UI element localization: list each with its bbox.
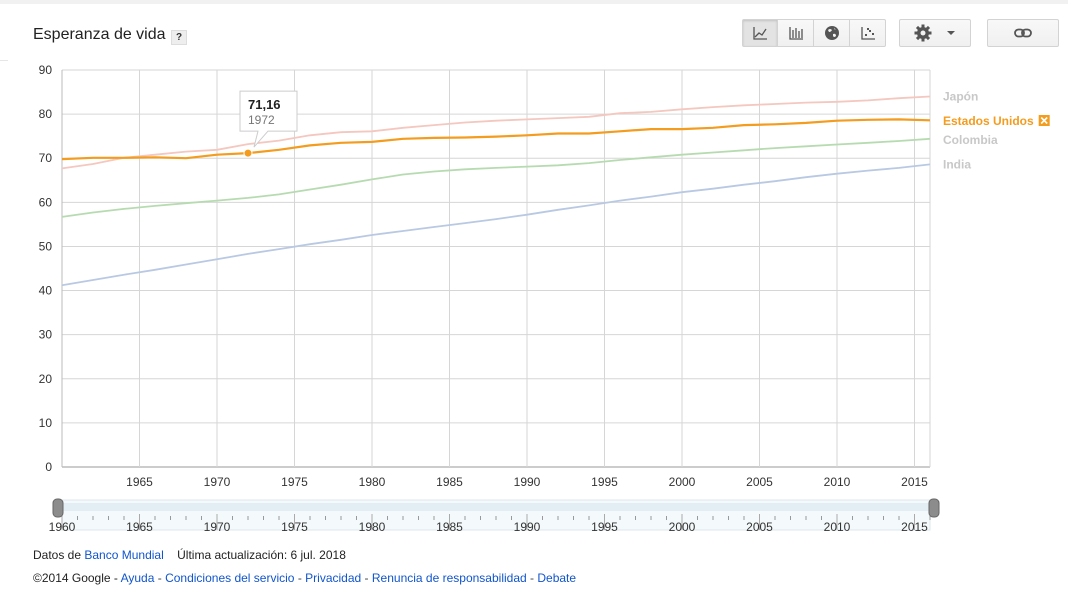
y-tick-label: 70 bbox=[39, 151, 53, 165]
data-source-link[interactable]: Banco Mundial bbox=[84, 548, 164, 562]
range-end-handle[interactable] bbox=[928, 498, 940, 518]
x-tick-label: 2010 bbox=[824, 475, 851, 489]
tooltip-value: 71,16 bbox=[248, 97, 281, 112]
x-tick-label: 1995 bbox=[591, 475, 618, 489]
series-line bbox=[61, 95, 931, 170]
y-tick-label: 60 bbox=[39, 195, 53, 209]
help-button[interactable]: ? bbox=[171, 30, 187, 45]
tooltip-box bbox=[239, 90, 298, 148]
privacy-link[interactable]: Privacidad bbox=[305, 571, 362, 585]
chevron-down-icon bbox=[947, 31, 955, 35]
series-line bbox=[61, 137, 931, 218]
y-tick-label: 20 bbox=[39, 372, 53, 386]
close-icon bbox=[1040, 116, 1048, 125]
x-tick-label: 1980 bbox=[359, 475, 386, 489]
globe-icon bbox=[824, 26, 839, 40]
range-tick-label: 2005 bbox=[746, 520, 773, 534]
chart-type-toolbar bbox=[742, 19, 886, 47]
time-range-slider: 1960 1965 1970 1975 1980 1985 1990 1995 2000 2005… bbox=[49, 498, 940, 534]
bar-chart-icon bbox=[788, 27, 803, 40]
range-tick-label: 1960 bbox=[49, 520, 76, 534]
y-tick-label: 80 bbox=[39, 107, 53, 121]
link-icon bbox=[1014, 28, 1032, 38]
legend-entry: Japón bbox=[943, 89, 978, 103]
y-tick-label: 50 bbox=[39, 239, 53, 253]
disclaimer-link[interactable]: Renuncia de responsabilidad bbox=[371, 571, 527, 585]
y-tick-label: 10 bbox=[39, 416, 53, 430]
x-tick-label: 1965 bbox=[126, 475, 153, 489]
y-tick-label: 90 bbox=[39, 63, 53, 77]
top-bar bbox=[0, 0, 1068, 4]
range-tick-label: 1995 bbox=[591, 520, 618, 534]
chart-title: Esperanza de vida bbox=[33, 26, 166, 43]
range-tick-label: 1980 bbox=[359, 520, 386, 534]
scatter-chart-icon bbox=[860, 27, 875, 40]
x-tick-label: 2000 bbox=[669, 475, 696, 489]
range-tick-label: 1965 bbox=[126, 520, 153, 534]
range-tick-label: 1970 bbox=[204, 520, 231, 534]
discussion-link[interactable]: Debate bbox=[537, 571, 577, 585]
range-tick-label: 1985 bbox=[436, 520, 463, 534]
x-tick-label: 1985 bbox=[436, 475, 463, 489]
data-source-prefix: Datos de bbox=[33, 548, 82, 562]
y-tick-label: 0 bbox=[45, 460, 52, 474]
range-tick-label: 2015 bbox=[901, 520, 928, 534]
legend-entry: India bbox=[943, 157, 971, 171]
x-tick-label: 2015 bbox=[901, 475, 928, 489]
chart-grid: 0 10 20 30 40 50 60 70 80 90 1965 1970 1975 1980 1985 1… bbox=[39, 63, 931, 489]
y-tick-label: 30 bbox=[39, 328, 53, 342]
range-tick-label: 2000 bbox=[669, 520, 696, 534]
range-start-handle[interactable] bbox=[52, 498, 64, 518]
series-line bbox=[61, 163, 931, 287]
chart-legend: Japón Estados Unidos Colombia India bbox=[943, 89, 1050, 171]
y-tick-label: 40 bbox=[39, 284, 53, 298]
hover-point bbox=[243, 148, 253, 158]
line-chart-icon bbox=[753, 27, 767, 40]
terms-link[interactable]: Condiciones del servicio bbox=[165, 571, 295, 585]
x-tick-label: 1990 bbox=[514, 475, 541, 489]
range-tick-label: 2010 bbox=[824, 520, 851, 534]
x-tick-label: 1970 bbox=[204, 475, 231, 489]
settings-button[interactable] bbox=[899, 19, 971, 47]
chart-lines bbox=[61, 95, 931, 287]
legend-entry: Colombia bbox=[943, 133, 998, 147]
help-link[interactable]: Ayuda bbox=[120, 571, 155, 585]
map-button[interactable] bbox=[814, 19, 850, 47]
data-source-line: Datos de Banco Mundial Última actualizac… bbox=[33, 548, 346, 562]
series-line bbox=[61, 118, 931, 161]
tooltip-year: 1972 bbox=[248, 113, 275, 127]
footer-links: ©2014 Google - Ayuda - Condiciones del s… bbox=[33, 571, 577, 585]
bar-chart-button[interactable] bbox=[778, 19, 814, 47]
range-selection bbox=[62, 503, 930, 511]
gear-icon bbox=[914, 24, 932, 42]
legend-entry: Estados Unidos bbox=[943, 114, 1034, 128]
line-chart-button[interactable] bbox=[742, 19, 778, 47]
link-button[interactable] bbox=[987, 19, 1059, 47]
x-tick-label: 1975 bbox=[281, 475, 308, 489]
x-tick-label: 2005 bbox=[746, 475, 773, 489]
range-tick-label: 1990 bbox=[514, 520, 541, 534]
copyright: ©2014 Google - bbox=[33, 571, 118, 585]
last-updated: Última actualización: 6 jul. 2018 bbox=[177, 548, 346, 562]
range-tick-label: 1975 bbox=[281, 520, 308, 534]
scatter-chart-button[interactable] bbox=[850, 19, 886, 47]
left-divider bbox=[0, 60, 8, 291]
